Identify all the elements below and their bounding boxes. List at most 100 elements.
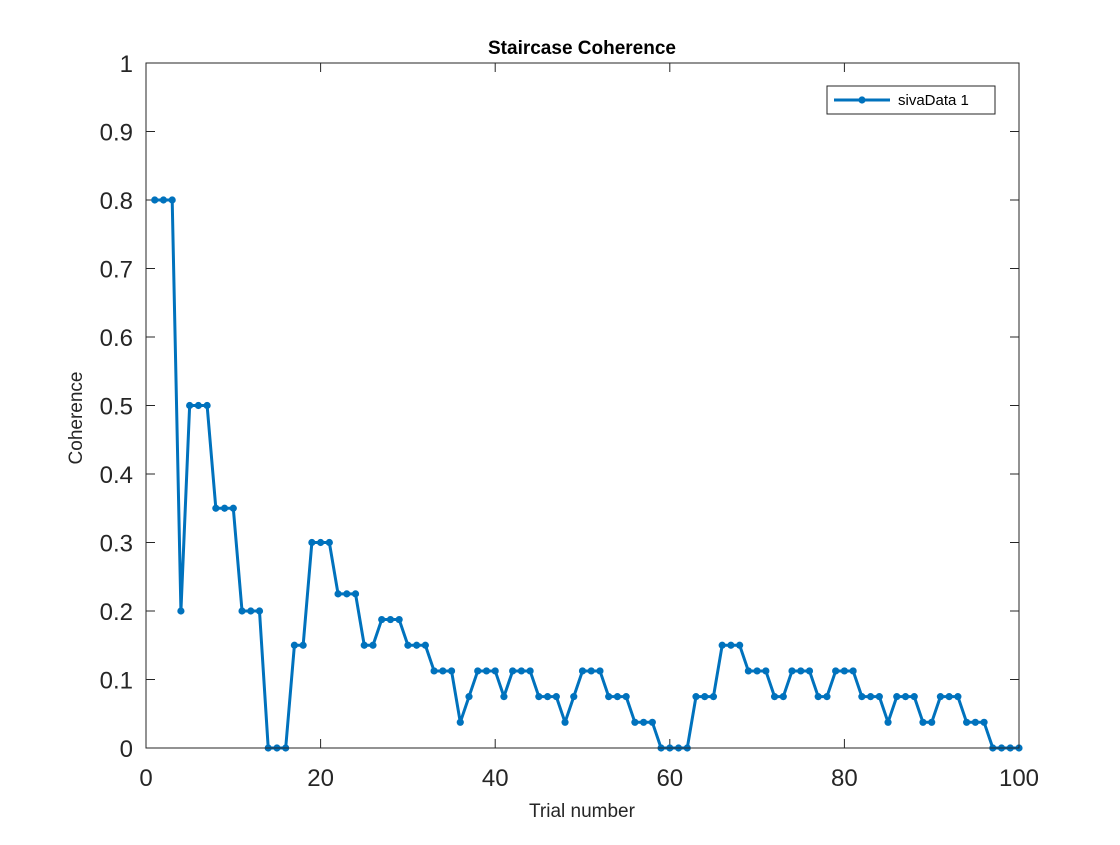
data-point [587,667,595,675]
series-layer [151,196,1023,752]
data-point [447,667,456,675]
data-point [718,641,726,649]
legend: sivaData 1 [826,85,996,115]
data-point [613,693,622,701]
legend-marker-sample [858,96,866,104]
y-tick-label: 0.7 [100,257,133,284]
data-point [561,718,569,726]
data-point [255,607,264,615]
data-point [840,667,849,675]
x-tick-label: 60 [656,765,683,792]
data-point [430,667,438,675]
data-point [945,693,953,701]
data-point [439,667,447,675]
data-point [762,667,770,675]
x-tick-label: 40 [482,765,509,792]
data-point [378,615,386,624]
data-point [526,667,534,675]
data-point [797,667,805,675]
data-point [369,641,377,649]
data-point [893,693,901,701]
data-point [605,693,613,701]
data-point [753,667,761,675]
data-point [203,401,211,410]
data-point [770,693,779,701]
data-point [736,641,744,649]
x-tick-label: 20 [307,765,334,792]
y-tick-label: 0.5 [100,394,133,421]
data-point [421,641,429,649]
data-point [788,667,796,675]
y-tick-label: 0 [120,736,133,763]
y-tick-labels: 0 0.1 0.2 0.3 0.4 0.5 0.6 0.7 0.8 0.9 1 [100,51,133,763]
data-point [159,196,168,204]
x-tick-labels: 0 20 40 60 80 100 [139,765,1039,792]
data-point [395,615,403,624]
data-point [928,718,936,726]
data-point [509,667,517,675]
data-point [866,693,875,701]
data-point [622,693,630,701]
data-point [151,196,159,204]
data-point [317,538,325,547]
y-tick-label: 0.2 [100,599,133,626]
data-point [220,504,229,512]
data-point [456,718,464,726]
data-point [910,693,918,701]
x-tick-label: 100 [999,765,1039,792]
data-point [954,693,962,701]
data-point [290,641,299,649]
series-line [154,198,1019,750]
data-point [578,667,587,675]
x-tick-label: 80 [831,765,858,792]
y-axis-label: Coherence [66,372,87,465]
data-point [971,718,979,726]
data-point [727,641,735,649]
data-point [805,667,814,675]
legend-entry-label: sivaData 1 [898,92,969,109]
axes-box [145,62,1020,749]
data-point [648,718,656,726]
x-tick-label: 0 [139,765,152,792]
data-point [413,641,421,649]
data-point [186,401,194,410]
data-point [482,667,491,675]
data-point [535,693,543,701]
data-point [823,693,831,701]
data-point [640,718,648,726]
data-point [500,693,508,701]
data-point [168,196,176,204]
data-point [229,504,237,512]
data-point [631,718,639,726]
y-tick-label: 0.3 [100,531,133,558]
data-point [884,718,892,726]
data-point [570,693,578,701]
data-point [343,590,351,598]
y-tick-label: 0.1 [100,668,133,695]
data-point [517,667,525,675]
data-point [325,538,333,547]
data-point [474,667,482,675]
data-point [709,693,718,701]
data-point [308,538,316,547]
data-point [212,504,220,512]
data-point [744,667,752,675]
chart-title: Staircase Coherence [488,38,676,59]
data-point [692,693,700,701]
data-point [779,693,787,701]
data-point [936,693,945,701]
data-point [491,667,499,675]
y-tick-label: 0.4 [100,462,133,489]
y-tick-label: 0.6 [100,325,133,352]
data-point [919,718,927,726]
data-point [963,718,971,726]
data-point [858,693,866,701]
y-tick-label: 1 [120,51,133,78]
data-point [701,693,709,701]
data-point [875,693,883,701]
data-point [980,718,988,726]
data-point [247,607,255,615]
plot-area [146,63,1019,748]
